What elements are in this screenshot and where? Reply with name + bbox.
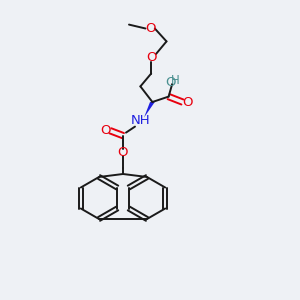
Polygon shape: [144, 102, 155, 118]
Text: O: O: [146, 51, 157, 64]
Text: NH: NH: [131, 114, 151, 127]
Text: O: O: [182, 95, 193, 109]
Text: O: O: [118, 146, 128, 159]
Text: H: H: [171, 74, 180, 87]
Text: O: O: [145, 22, 155, 35]
Text: O: O: [100, 124, 111, 137]
Text: O: O: [165, 76, 175, 89]
